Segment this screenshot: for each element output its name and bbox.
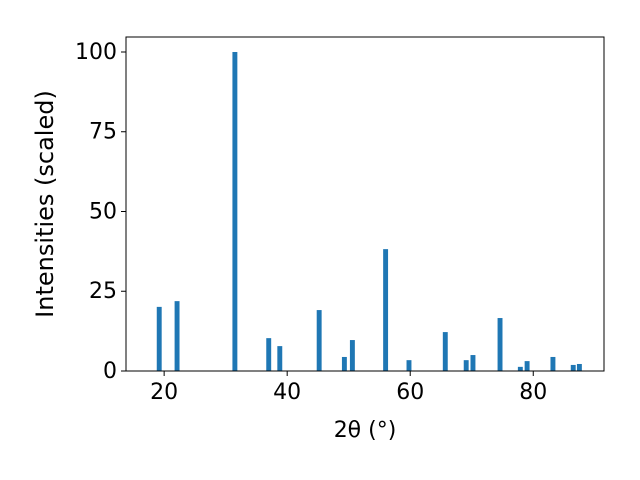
bar [277,346,283,371]
x-tick-label: 60 [396,380,424,405]
plot-frame [125,36,605,372]
bar [550,356,556,371]
bar [497,318,503,371]
bar [341,356,347,371]
y-tick-label: 50 [89,199,117,224]
y-tick-label: 75 [89,120,117,145]
bar [570,364,576,371]
y-tick-label: 0 [103,359,117,384]
bar [406,360,412,371]
x-tick-label: 20 [150,380,178,405]
bar [517,366,523,371]
bar [442,332,448,371]
x-tick-label: 80 [519,380,547,405]
bar [470,355,476,371]
bar [383,249,389,371]
y-tick-label: 25 [89,279,117,304]
bar [524,361,530,371]
x-tick-label: 40 [273,380,301,405]
bar [174,301,180,371]
bar [232,51,238,371]
bar [156,306,162,371]
y-axis-label: Intensities (scaled) [31,90,59,318]
bar [576,363,582,371]
x-axis-label: 2θ (°) [334,418,397,443]
bar [316,310,322,371]
bar [349,340,355,371]
bar [266,338,272,371]
y-tick-label: 100 [75,40,117,65]
bar [463,360,469,371]
